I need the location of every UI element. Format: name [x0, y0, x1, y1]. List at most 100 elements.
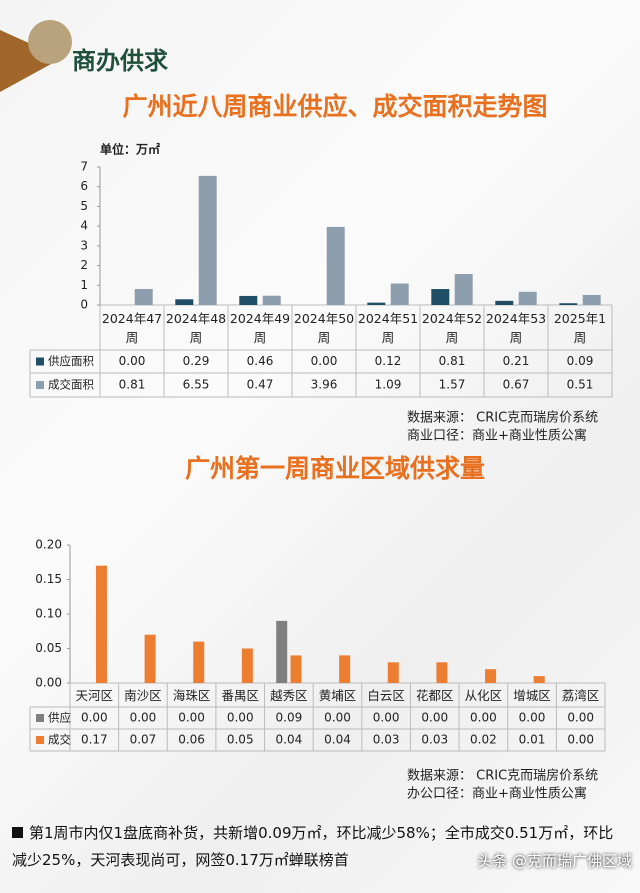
table-value: 1.09: [375, 378, 402, 392]
table-value: 0.47: [247, 378, 274, 392]
x-category-cell: 南沙区: [124, 687, 162, 703]
x-category-cell: 2025年1周: [553, 310, 607, 345]
watermark: 头条 @克而瑞广佛区域: [477, 852, 632, 870]
corner-deco: [0, 30, 62, 92]
bar: [241, 648, 253, 683]
legend-swatch: [36, 357, 44, 366]
x-category-cell: 2024年52周: [422, 311, 482, 345]
table-value: 0.00: [373, 711, 400, 725]
table-value: 0.00: [324, 711, 351, 725]
bar: [175, 299, 194, 305]
table-value: 0.00: [178, 711, 205, 725]
x-tick-label: 白云区: [367, 687, 405, 703]
table-value: 0.46: [247, 354, 274, 368]
bar: [339, 655, 351, 683]
x-category-cell: 2024年47周: [102, 311, 162, 345]
table-value: 0.00: [470, 711, 497, 725]
table-value: 0.29: [183, 354, 210, 368]
table-value: 0.06: [178, 733, 205, 747]
x-category-cell: 2024年51周: [357, 310, 419, 345]
x-category-cell: 2024年53周: [485, 310, 547, 345]
table-value: 0.01: [519, 733, 546, 747]
corner-circle: [28, 20, 72, 64]
y-tick-label: 6: [80, 179, 88, 193]
header-title: 商办供求: [72, 47, 168, 75]
legend-label: 成交面积: [48, 378, 94, 392]
y-tick-label: 5: [80, 199, 88, 213]
bar: [436, 662, 448, 683]
legend-swatch: [36, 736, 44, 744]
x-tick-label: 南沙区: [124, 687, 162, 703]
paragraph-text: 第1周市内仅1盘底商补货，共新增0.09万㎡，环比减少58%；全市成交0.51万…: [12, 824, 614, 869]
table-value: 0.67: [503, 378, 530, 392]
bar: [290, 655, 302, 683]
table-value: 0.00: [311, 354, 338, 368]
x-category-cell: 2024年49周: [230, 311, 290, 345]
y-tick-label: 0.00: [35, 676, 62, 690]
table-value: 0.07: [130, 733, 157, 747]
x-tick-label: 2024年51周: [357, 310, 419, 345]
y-tick-label: 0.10: [35, 607, 62, 621]
x-tick-label: 2024年53周: [485, 310, 547, 345]
bar: [431, 289, 450, 305]
x-tick-label: 从化区: [464, 687, 503, 703]
x-tick-label: 越秀区: [270, 687, 308, 703]
bar: [262, 295, 281, 305]
bar: [367, 302, 386, 305]
table-value: 0.09: [567, 354, 594, 368]
x-category-cell: 天河区: [75, 687, 114, 703]
x-tick-label: 荔湾区: [561, 687, 600, 703]
table-value: 0.00: [81, 711, 108, 725]
bar: [559, 303, 578, 305]
x-category-cell: 白云区: [367, 687, 405, 703]
chart-title: 广州近八周商业供应、成交面积走势图: [122, 92, 547, 121]
x-tick-label: 海珠区: [172, 687, 211, 703]
bar: [239, 295, 258, 305]
x-tick-label: 番禺区: [221, 687, 259, 703]
bar: [387, 662, 399, 683]
y-tick-label: 4: [80, 219, 88, 233]
unit-label: 单位：万㎡: [100, 142, 160, 157]
table-value: 0.81: [439, 354, 466, 368]
bar: [276, 620, 288, 683]
legend-label: 供应: [48, 711, 71, 725]
table-value: 0.21: [503, 354, 530, 368]
x-tick-label: 2024年48周: [165, 310, 227, 345]
bar: [390, 283, 409, 305]
table-value: 0.17: [81, 733, 108, 747]
table-value: 0.00: [421, 711, 448, 725]
table-value: 0.00: [130, 711, 157, 725]
x-category-cell: 荔湾区: [561, 687, 600, 703]
table-value: 0.51: [567, 378, 594, 392]
source-text: 办公口径：商业+商业性质公寓: [407, 786, 587, 802]
bar: [144, 634, 156, 683]
y-tick-label: 0.05: [35, 641, 62, 655]
chart-title: 广州第一周商业区域供求量: [185, 454, 485, 483]
y-tick-label: 7: [80, 160, 88, 174]
x-tick-label: 天河区: [75, 687, 114, 703]
legend-label: 成交: [48, 733, 71, 747]
table-value: 0.03: [373, 733, 400, 747]
x-category-cell: 番禺区: [221, 687, 259, 703]
bar: [533, 676, 545, 683]
table-value: 0.00: [227, 711, 254, 725]
x-tick-label: 黄埔区: [318, 687, 357, 703]
y-tick-label: 3: [80, 238, 88, 252]
x-tick-label: 2025年1周: [553, 310, 607, 345]
bar: [134, 289, 153, 305]
paragraph: 第1周市内仅1盘底商补货，共新增0.09万㎡，环比减少58%；全市成交0.51万…: [12, 820, 627, 874]
bar: [193, 641, 205, 683]
bar: [495, 300, 514, 305]
table-value: 0.04: [324, 733, 351, 747]
x-category-cell: 海珠区: [172, 687, 211, 703]
y-tick-label: 0.15: [35, 572, 62, 586]
table-value: 0.00: [119, 354, 146, 368]
bar: [518, 291, 537, 305]
bar: [485, 669, 497, 683]
table-value: 0.00: [519, 711, 546, 725]
x-category-cell: 2024年50周: [293, 310, 355, 345]
x-tick-label: 2024年50周: [293, 310, 355, 345]
bar: [198, 175, 217, 305]
x-category-cell: 黄埔区: [318, 687, 357, 703]
